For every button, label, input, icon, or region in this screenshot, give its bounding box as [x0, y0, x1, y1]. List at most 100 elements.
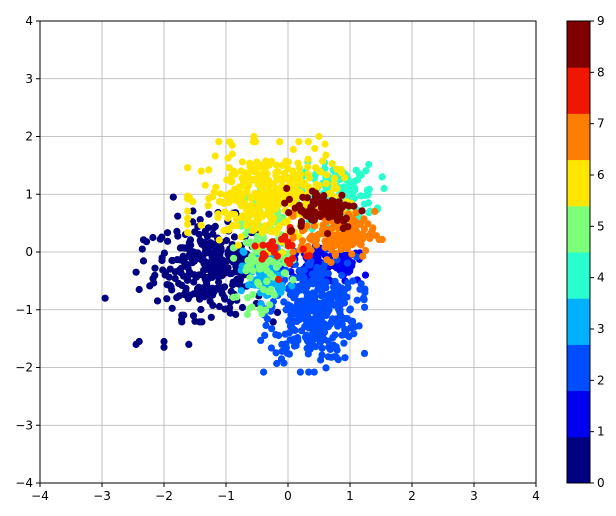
data-point-class-2	[268, 325, 276, 333]
data-point-class-0	[139, 257, 148, 265]
data-point-class-2	[319, 280, 327, 288]
data-point-class-8	[303, 252, 311, 260]
data-point-class-5	[289, 276, 297, 284]
data-point-class-5	[266, 256, 274, 264]
data-point-class-7	[331, 251, 339, 259]
data-point-class-0	[101, 294, 109, 302]
data-point-class-6	[184, 164, 192, 172]
data-point-class-9	[315, 210, 323, 218]
data-point-class-6	[257, 170, 266, 178]
data-point-class-6	[250, 203, 258, 211]
data-point-class-0	[209, 291, 217, 299]
data-point-class-6	[247, 210, 255, 218]
data-point-class-6	[245, 181, 253, 189]
data-point-class-0	[209, 251, 217, 259]
data-point-class-0	[185, 245, 193, 253]
data-point-class-6	[322, 151, 330, 159]
colorbar: 0 1 2 3 4 5 6 7 8 9	[566, 14, 605, 490]
colorbar-tick-label: 6	[597, 168, 605, 182]
data-point-class-9	[307, 203, 315, 211]
data-point-class-6	[256, 179, 265, 187]
data-point-class-2	[281, 330, 289, 338]
data-point-class-9	[344, 223, 352, 231]
data-point-class-2	[324, 269, 332, 277]
data-point-class-2	[290, 304, 298, 312]
x-tick-label: 2	[408, 489, 416, 503]
data-point-class-2	[302, 316, 310, 325]
data-point-class-6	[222, 191, 230, 199]
y-tick-label: −1	[15, 303, 33, 317]
data-point-class-0	[169, 257, 177, 265]
data-point-class-6	[266, 227, 274, 235]
data-point-class-6	[311, 144, 319, 153]
data-point-class-6	[266, 179, 274, 187]
data-point-class-6	[184, 207, 192, 215]
data-point-class-0	[174, 232, 182, 240]
data-point-class-0	[135, 285, 143, 294]
data-point-class-0	[178, 318, 186, 326]
data-point-class-4	[365, 199, 373, 207]
data-point-class-1	[361, 271, 370, 279]
data-point-class-2	[273, 359, 281, 368]
data-point-class-2	[346, 305, 354, 313]
data-point-class-0	[226, 309, 234, 317]
data-point-class-6	[231, 191, 239, 199]
data-point-class-2	[313, 263, 321, 271]
data-point-class-6	[261, 193, 269, 201]
data-point-class-6	[184, 220, 192, 228]
data-point-class-0	[186, 250, 194, 258]
colorbar-tick-label: 1	[597, 425, 605, 439]
data-point-class-5	[243, 263, 251, 271]
data-point-class-9	[340, 217, 348, 225]
data-point-class-2	[349, 317, 357, 325]
data-point-class-0	[202, 289, 210, 297]
data-point-class-2	[307, 339, 315, 347]
data-point-class-9	[288, 227, 296, 235]
data-point-class-0	[158, 254, 166, 262]
data-point-class-6	[304, 155, 312, 163]
data-point-class-3	[239, 247, 247, 255]
data-point-class-7	[352, 209, 360, 217]
data-point-class-8	[284, 238, 292, 246]
data-point-class-6	[304, 183, 312, 191]
data-point-class-2	[298, 284, 307, 292]
colorbar-segment	[567, 205, 590, 253]
data-point-class-2	[360, 349, 369, 357]
data-point-class-0	[175, 292, 183, 300]
data-point-class-4	[362, 167, 370, 175]
data-point-class-0	[171, 274, 179, 283]
data-point-class-0	[149, 233, 157, 242]
data-point-class-0	[215, 278, 223, 286]
data-point-class-0	[160, 343, 168, 351]
data-point-class-6	[237, 167, 245, 175]
data-point-class-0	[226, 270, 234, 278]
data-point-class-2	[325, 343, 333, 351]
data-point-class-6	[330, 179, 338, 187]
data-point-class-5	[233, 293, 241, 301]
data-point-class-5	[254, 278, 262, 286]
data-point-class-6	[185, 193, 193, 202]
data-point-class-6	[234, 241, 243, 249]
data-point-class-2	[260, 368, 268, 376]
data-point-class-0	[166, 265, 174, 273]
data-point-class-6	[251, 168, 259, 176]
data-point-class-6	[312, 180, 320, 189]
data-point-class-6	[292, 182, 300, 190]
data-point-class-6	[219, 198, 227, 206]
data-point-class-0	[191, 228, 199, 236]
y-tick-label: −2	[15, 361, 33, 375]
data-point-class-5	[230, 254, 238, 262]
data-point-class-6	[225, 164, 233, 172]
data-point-class-9	[281, 199, 289, 207]
data-point-class-2	[324, 353, 332, 361]
data-point-class-7	[359, 252, 367, 260]
data-point-class-9	[330, 211, 338, 219]
data-point-class-5	[243, 310, 251, 318]
data-point-class-6	[215, 236, 223, 244]
data-point-class-4	[365, 160, 373, 169]
data-point-class-0	[138, 245, 146, 253]
data-point-class-2	[356, 285, 364, 293]
data-point-class-0	[160, 337, 168, 346]
data-point-class-6	[322, 180, 330, 188]
